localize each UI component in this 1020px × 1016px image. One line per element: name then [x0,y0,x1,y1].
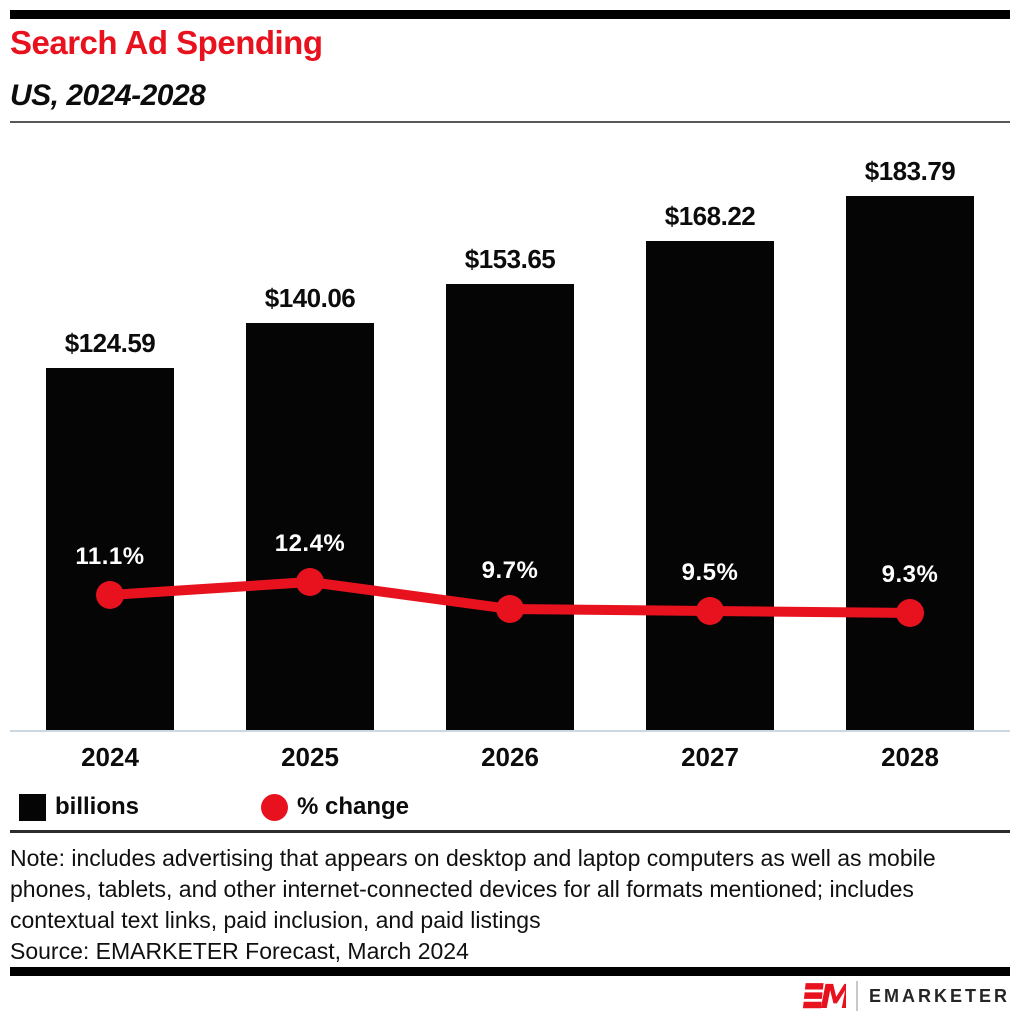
pct-label-2027: 9.5% [681,559,739,586]
legend-label-billions: billions [55,793,139,820]
footer-rule [10,830,1010,833]
top-rule [10,10,1010,19]
x-axis-line [10,730,1010,732]
bar-2025 [246,323,374,730]
bottom-rule [10,967,1010,976]
percent-change-line [96,568,924,627]
line-point-2024 [96,581,124,609]
note-text: Note: includes advertising that appears … [10,845,936,933]
page-title: Search Ad Spending [10,24,323,61]
pct-label-2024: 11.1% [75,543,145,570]
emarketer-logo-text: EMARKETER [868,985,1010,1006]
x-axis-label-2027: 2027 [681,742,739,772]
line-point-2025 [296,568,324,596]
bar-2028 [846,196,974,730]
header-rule [10,121,1010,123]
chart-legend: billions % change [19,792,409,822]
svg-text:M: M [820,981,846,1011]
percent-change-swatch-icon [261,793,288,821]
x-axis-label-2025: 2025 [281,742,339,772]
line-point-2028 [896,599,924,627]
legend-label-percent-change: % change [297,793,410,820]
bar-2024 [46,368,174,730]
line-point-2027 [696,597,724,625]
bar-value-2024: $124.59 [64,328,156,358]
pct-label-2025: 12.4% [274,530,346,557]
billions-swatch-icon [19,793,46,821]
footnotes: Note: includes advertising that appears … [10,843,1012,967]
pct-label-2026: 9.7% [481,557,539,584]
pct-label-2028: 9.3% [881,561,939,588]
page-subtitle: US, 2024-2028 [10,79,206,112]
x-axis-label-2028: 2028 [881,742,939,772]
logo-divider [855,981,858,1011]
bar-value-2027: $168.22 [664,201,756,231]
bar-value-2025: $140.06 [264,283,356,313]
x-axis-label-2024: 2024 [81,742,139,772]
x-axis-label-2026: 2026 [481,742,539,772]
emarketer-logo-icon: M [802,981,846,1011]
source-text: Source: EMARKETER Forecast, March 2024 [10,938,469,964]
line-point-2026 [496,595,524,623]
bar-value-2026: $153.65 [464,244,556,274]
bar-2026 [446,284,574,730]
chart-area: $124.59 2024 $140.06 2025 $153.65 2026 $168.22… [0,130,1020,780]
bar-2027 [646,241,774,730]
bar-value-2028: $183.79 [864,156,956,186]
emarketer-branding: M EMARKETER [800,980,1010,1012]
